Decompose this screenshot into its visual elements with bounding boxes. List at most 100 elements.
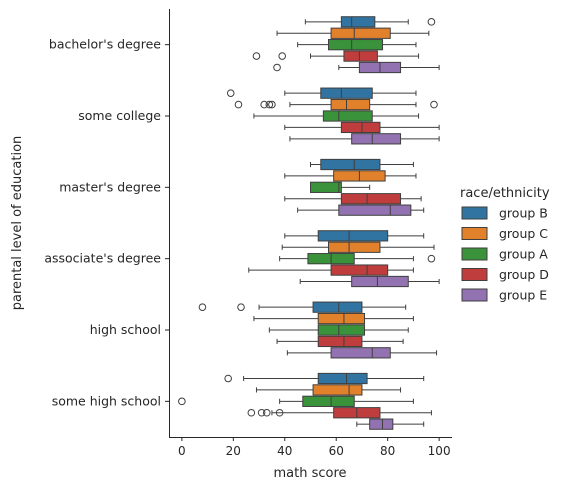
box-group-C-0 xyxy=(276,27,430,39)
box-group-D-1 xyxy=(284,121,440,134)
outlier-point xyxy=(278,52,287,60)
legend-swatch xyxy=(461,227,488,240)
box-group-C-3 xyxy=(281,241,435,253)
box-group-C-5 xyxy=(255,384,402,396)
x-axis-ticks: 0 20 40 60 80 100 xyxy=(178,437,451,458)
outlier-point xyxy=(234,100,243,109)
box-body xyxy=(340,16,376,28)
box-body xyxy=(320,158,381,171)
box-group-D-0 xyxy=(252,50,420,62)
legend-swatch xyxy=(461,288,488,302)
legend-label: group C xyxy=(499,226,548,241)
legend-item: group D xyxy=(461,267,549,282)
box-body xyxy=(330,98,371,111)
box-body xyxy=(320,87,373,99)
box-group-B-2 xyxy=(310,158,414,171)
legend-item: group A xyxy=(461,247,548,262)
x-tick-label: 60 xyxy=(329,444,344,458)
box-group-A-0 xyxy=(297,39,417,51)
box-body xyxy=(310,181,342,193)
outlier-point xyxy=(262,408,271,417)
box-group-D-3 xyxy=(248,264,414,276)
legend-swatch xyxy=(461,268,488,281)
legend-label: group D xyxy=(499,267,549,282)
box-body xyxy=(317,335,363,348)
box-body xyxy=(317,312,366,325)
x-tick-label: 40 xyxy=(277,444,292,458)
legend-label: group A xyxy=(499,247,548,262)
outlier-point xyxy=(430,100,438,109)
box-body xyxy=(343,50,378,62)
box-body xyxy=(317,372,368,385)
y-tick-label: associate's degree xyxy=(44,251,161,266)
legend-swatch xyxy=(461,247,488,261)
box-group-A-3 xyxy=(279,253,436,265)
y-tick-label: some college xyxy=(78,108,161,123)
outlier-point xyxy=(237,303,245,311)
box-group-A-5 xyxy=(178,395,414,407)
box-group-E-2 xyxy=(297,204,425,216)
outlier-point xyxy=(247,408,256,417)
box-body xyxy=(340,193,402,205)
box-group-E-0 xyxy=(273,61,440,74)
box-group-C-2 xyxy=(284,170,417,182)
box-group-D-2 xyxy=(284,193,422,205)
box-group-E-4 xyxy=(286,347,438,359)
outlier-point xyxy=(226,89,235,97)
box-group-E-3 xyxy=(299,275,440,288)
legend-label: group B xyxy=(499,206,548,221)
box-body xyxy=(338,204,412,216)
outlier-point xyxy=(275,408,284,417)
legend-title: race/ethnicity xyxy=(460,186,550,201)
box-group-D-5 xyxy=(247,407,432,419)
y-tick-label: bachelor's degree xyxy=(49,37,161,52)
box-group-B-5 xyxy=(224,372,425,385)
box-body xyxy=(340,121,381,134)
outlier-point xyxy=(265,100,274,109)
box-body xyxy=(330,27,391,39)
legend-item: group C xyxy=(461,226,548,241)
y-axis-ticks: bachelor's degree some college master's de… xyxy=(44,37,169,408)
box-group-A-4 xyxy=(268,324,409,336)
legend-label: group E xyxy=(499,288,547,303)
box-body xyxy=(302,395,355,407)
box-body xyxy=(312,301,363,313)
outlier-point xyxy=(224,374,232,383)
legend-item: group E xyxy=(461,288,547,303)
outlier-point xyxy=(268,100,276,109)
legend-swatch xyxy=(461,206,488,220)
box-group-E-5 xyxy=(356,418,425,430)
box-body xyxy=(330,347,391,359)
box-body xyxy=(328,241,381,253)
box-body xyxy=(351,133,402,145)
x-axis-label: math score xyxy=(273,466,346,481)
y-tick-label: high school xyxy=(90,322,161,337)
outlier-point xyxy=(198,303,207,311)
box-group-B-3 xyxy=(284,230,425,242)
box-group-C-4 xyxy=(253,312,414,325)
x-tick-label: 80 xyxy=(380,444,395,458)
y-axis-label: parental level of education xyxy=(10,136,25,311)
legend: race/ethnicity group B group C group A grou… xyxy=(460,186,550,303)
outlier-point xyxy=(252,52,261,60)
outlier-point xyxy=(427,18,436,26)
box-body xyxy=(317,230,389,242)
box-body xyxy=(317,324,366,336)
box-group-E-1 xyxy=(289,133,440,145)
box-group-A-1 xyxy=(253,110,420,122)
box-group-B-4 xyxy=(198,301,407,313)
box-group-B-1 xyxy=(226,87,417,99)
outlier-point xyxy=(178,397,186,406)
outlier-point xyxy=(260,100,268,109)
box-body xyxy=(351,275,409,288)
box-group-C-1 xyxy=(234,98,438,111)
x-tick-label: 100 xyxy=(428,444,451,458)
legend-item: group B xyxy=(461,206,548,221)
box-body xyxy=(312,384,363,396)
box-group-D-4 xyxy=(276,335,404,348)
box-body xyxy=(369,418,394,430)
box-body xyxy=(330,264,389,276)
box-body xyxy=(322,110,373,122)
outlier-point xyxy=(257,408,266,417)
